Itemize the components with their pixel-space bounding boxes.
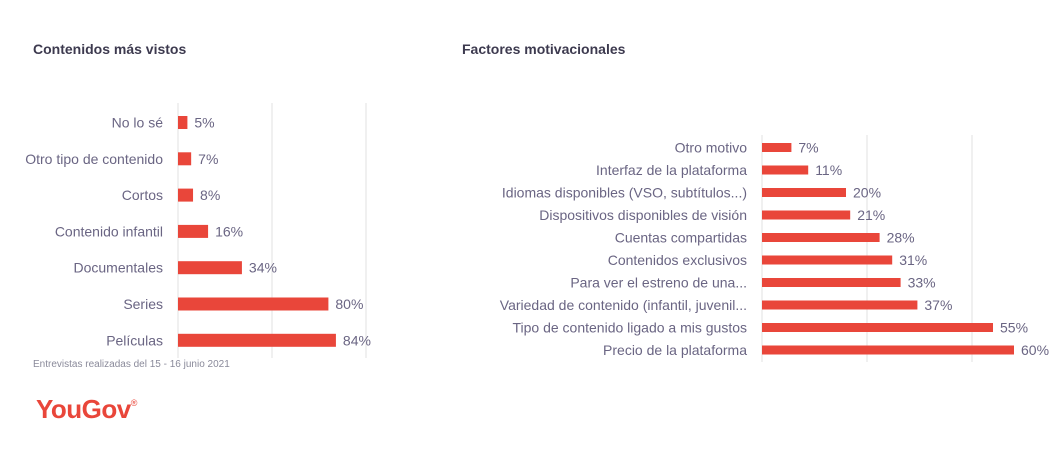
bar-contenidos-5 (178, 297, 329, 311)
bar-factores-3 (762, 210, 851, 220)
bar-factores-2 (762, 188, 846, 197)
value-label-factores-3: 21% (857, 207, 885, 223)
chart-title-contenidos: Contenidos más vistos (33, 41, 187, 57)
bar-factores-6 (762, 278, 901, 287)
bar-factores-4 (762, 233, 880, 242)
bar-factores-8 (762, 323, 993, 332)
bar-contenidos-4 (178, 261, 242, 275)
category-label-contenidos-6: Películas (106, 332, 163, 348)
category-label-factores-5: Contenidos exclusivos (608, 252, 747, 268)
value-label-factores-0: 7% (798, 140, 818, 156)
bar-factores-0 (762, 143, 792, 152)
value-label-factores-9: 60% (1021, 342, 1049, 358)
value-label-contenidos-1: 7% (198, 151, 218, 167)
value-label-contenidos-4: 34% (249, 260, 277, 276)
bar-factores-1 (762, 165, 809, 175)
category-label-factores-1: Interfaz de la plataforma (596, 162, 747, 178)
category-label-factores-6: Para ver el estreno de una... (570, 275, 747, 291)
value-label-contenidos-0: 5% (194, 115, 214, 131)
value-label-factores-7: 37% (924, 297, 952, 313)
value-label-factores-8: 55% (1000, 320, 1028, 336)
bar-contenidos-3 (178, 224, 209, 238)
category-label-factores-3: Dispositivos disponibles de visión (539, 207, 747, 223)
category-label-factores-8: Tipo de contenido ligado a mis gustos (512, 320, 747, 336)
category-label-contenidos-4: Documentales (74, 260, 164, 276)
value-label-contenidos-5: 80% (335, 296, 363, 312)
yougov-logo: YouGov® (36, 394, 137, 425)
category-label-factores-2: Idiomas disponibles (VSO, subtítulos...) (502, 185, 747, 201)
logo-text: YouGov (36, 394, 131, 424)
category-label-contenidos-0: No lo sé (112, 115, 164, 131)
category-label-contenidos-5: Series (123, 296, 163, 312)
value-label-factores-2: 20% (853, 185, 881, 201)
value-label-contenidos-3: 16% (215, 223, 243, 239)
value-label-factores-1: 11% (815, 162, 842, 178)
value-label-contenidos-6: 84% (343, 332, 371, 348)
bar-contenidos-1 (178, 152, 192, 166)
bar-contenidos-2 (178, 188, 194, 202)
bar-contenidos-6 (178, 333, 336, 347)
value-label-factores-4: 28% (887, 230, 915, 246)
category-label-factores-0: Otro motivo (675, 140, 748, 156)
category-label-contenidos-3: Contenido infantil (55, 223, 163, 239)
category-label-contenidos-1: Otro tipo de contenido (25, 151, 163, 167)
bar-factores-7 (762, 300, 918, 310)
value-label-contenidos-2: 8% (200, 187, 220, 203)
bar-factores-5 (762, 255, 893, 265)
logo-mark: ® (130, 398, 138, 408)
value-label-factores-5: 31% (899, 252, 927, 268)
bar-factores-9 (762, 345, 1014, 355)
chart-title-factores: Factores motivacionales (462, 41, 626, 57)
category-label-factores-7: Variedad de contenido (infantil, juvenil… (500, 297, 747, 313)
category-label-factores-4: Cuentas compartidas (615, 230, 747, 246)
footnote: Entrevistas realizadas del 15 - 16 junio… (33, 359, 230, 370)
value-label-factores-6: 33% (908, 275, 936, 291)
bar-contenidos-0 (178, 116, 188, 129)
category-label-factores-9: Precio de la plataforma (603, 342, 747, 358)
category-label-contenidos-2: Cortos (122, 187, 163, 203)
